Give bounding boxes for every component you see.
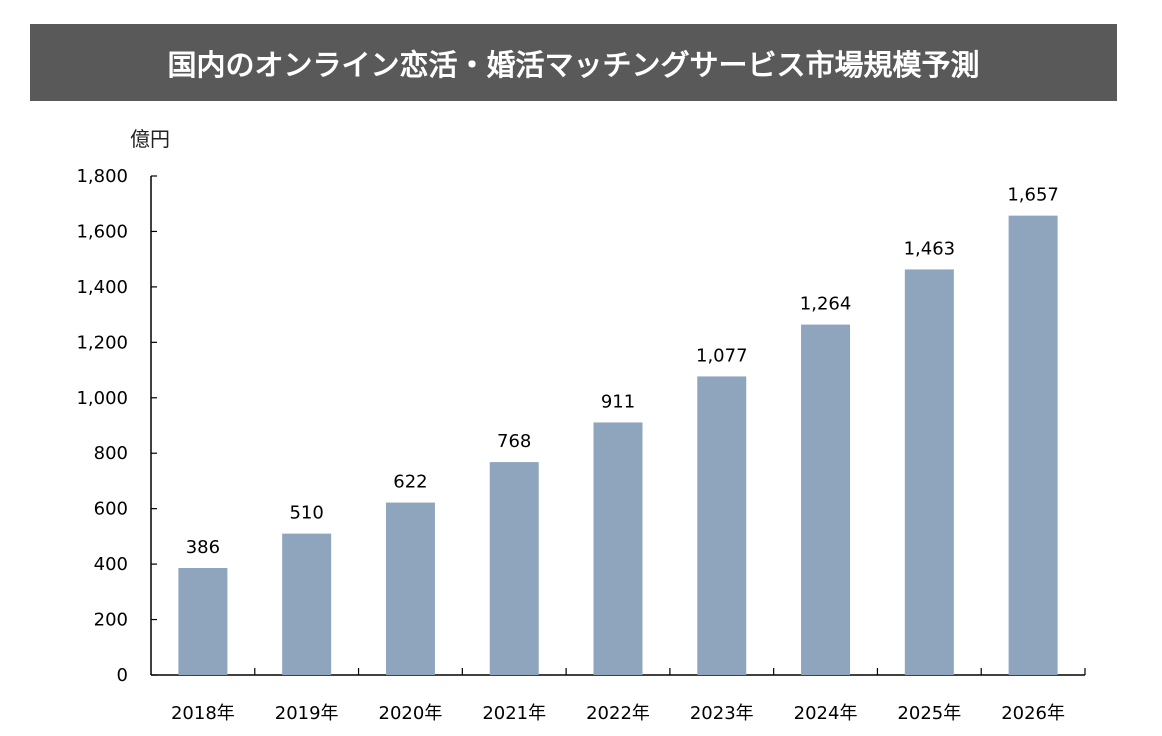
x-tick-label: 2020年 [379, 703, 443, 724]
bar [801, 324, 851, 675]
bar [1008, 215, 1058, 676]
data-label: 622 [393, 472, 427, 493]
data-label: 510 [289, 503, 323, 524]
y-tick-label: 400 [94, 554, 128, 575]
data-label: 911 [601, 391, 635, 412]
y-axis-unit-label: 億円 [130, 127, 170, 151]
chart-title: 国内のオンライン恋活・婚活マッチングサービス市場規模予測 [30, 24, 1117, 101]
x-tick-label: 2024年 [794, 703, 858, 724]
y-tick-label: 800 [94, 443, 128, 464]
y-tick-label: 1,000 [76, 388, 128, 409]
x-tick-label: 2021年 [482, 703, 546, 724]
y-tick-label: 1,400 [76, 277, 128, 298]
bar [904, 269, 954, 675]
bar [489, 462, 539, 675]
x-tick-label: 2019年 [275, 703, 339, 724]
y-tick-label: 600 [94, 499, 128, 520]
y-tick-label: 1,800 [76, 166, 128, 187]
bar [282, 533, 332, 675]
x-tick-label: 2023年 [690, 703, 754, 724]
bar [178, 567, 228, 675]
data-label: 386 [186, 537, 220, 558]
data-label: 1,463 [904, 238, 956, 259]
x-tick-label: 2025年 [897, 703, 961, 724]
data-label: 768 [497, 431, 531, 452]
y-tick-label: 1,200 [76, 332, 128, 353]
x-tick-label: 2026年 [1001, 703, 1065, 724]
bar [385, 502, 435, 675]
y-tick-label: 200 [94, 610, 128, 631]
bar [593, 422, 643, 675]
bar [697, 376, 747, 675]
x-tick-label: 2022年 [586, 703, 650, 724]
y-tick-label: 1,600 [76, 221, 128, 242]
x-tick-label: 2018年 [171, 703, 235, 724]
data-label: 1,077 [696, 345, 748, 366]
data-label: 1,657 [1007, 185, 1059, 206]
data-label: 1,264 [800, 294, 852, 315]
y-tick-label: 0 [117, 665, 128, 686]
